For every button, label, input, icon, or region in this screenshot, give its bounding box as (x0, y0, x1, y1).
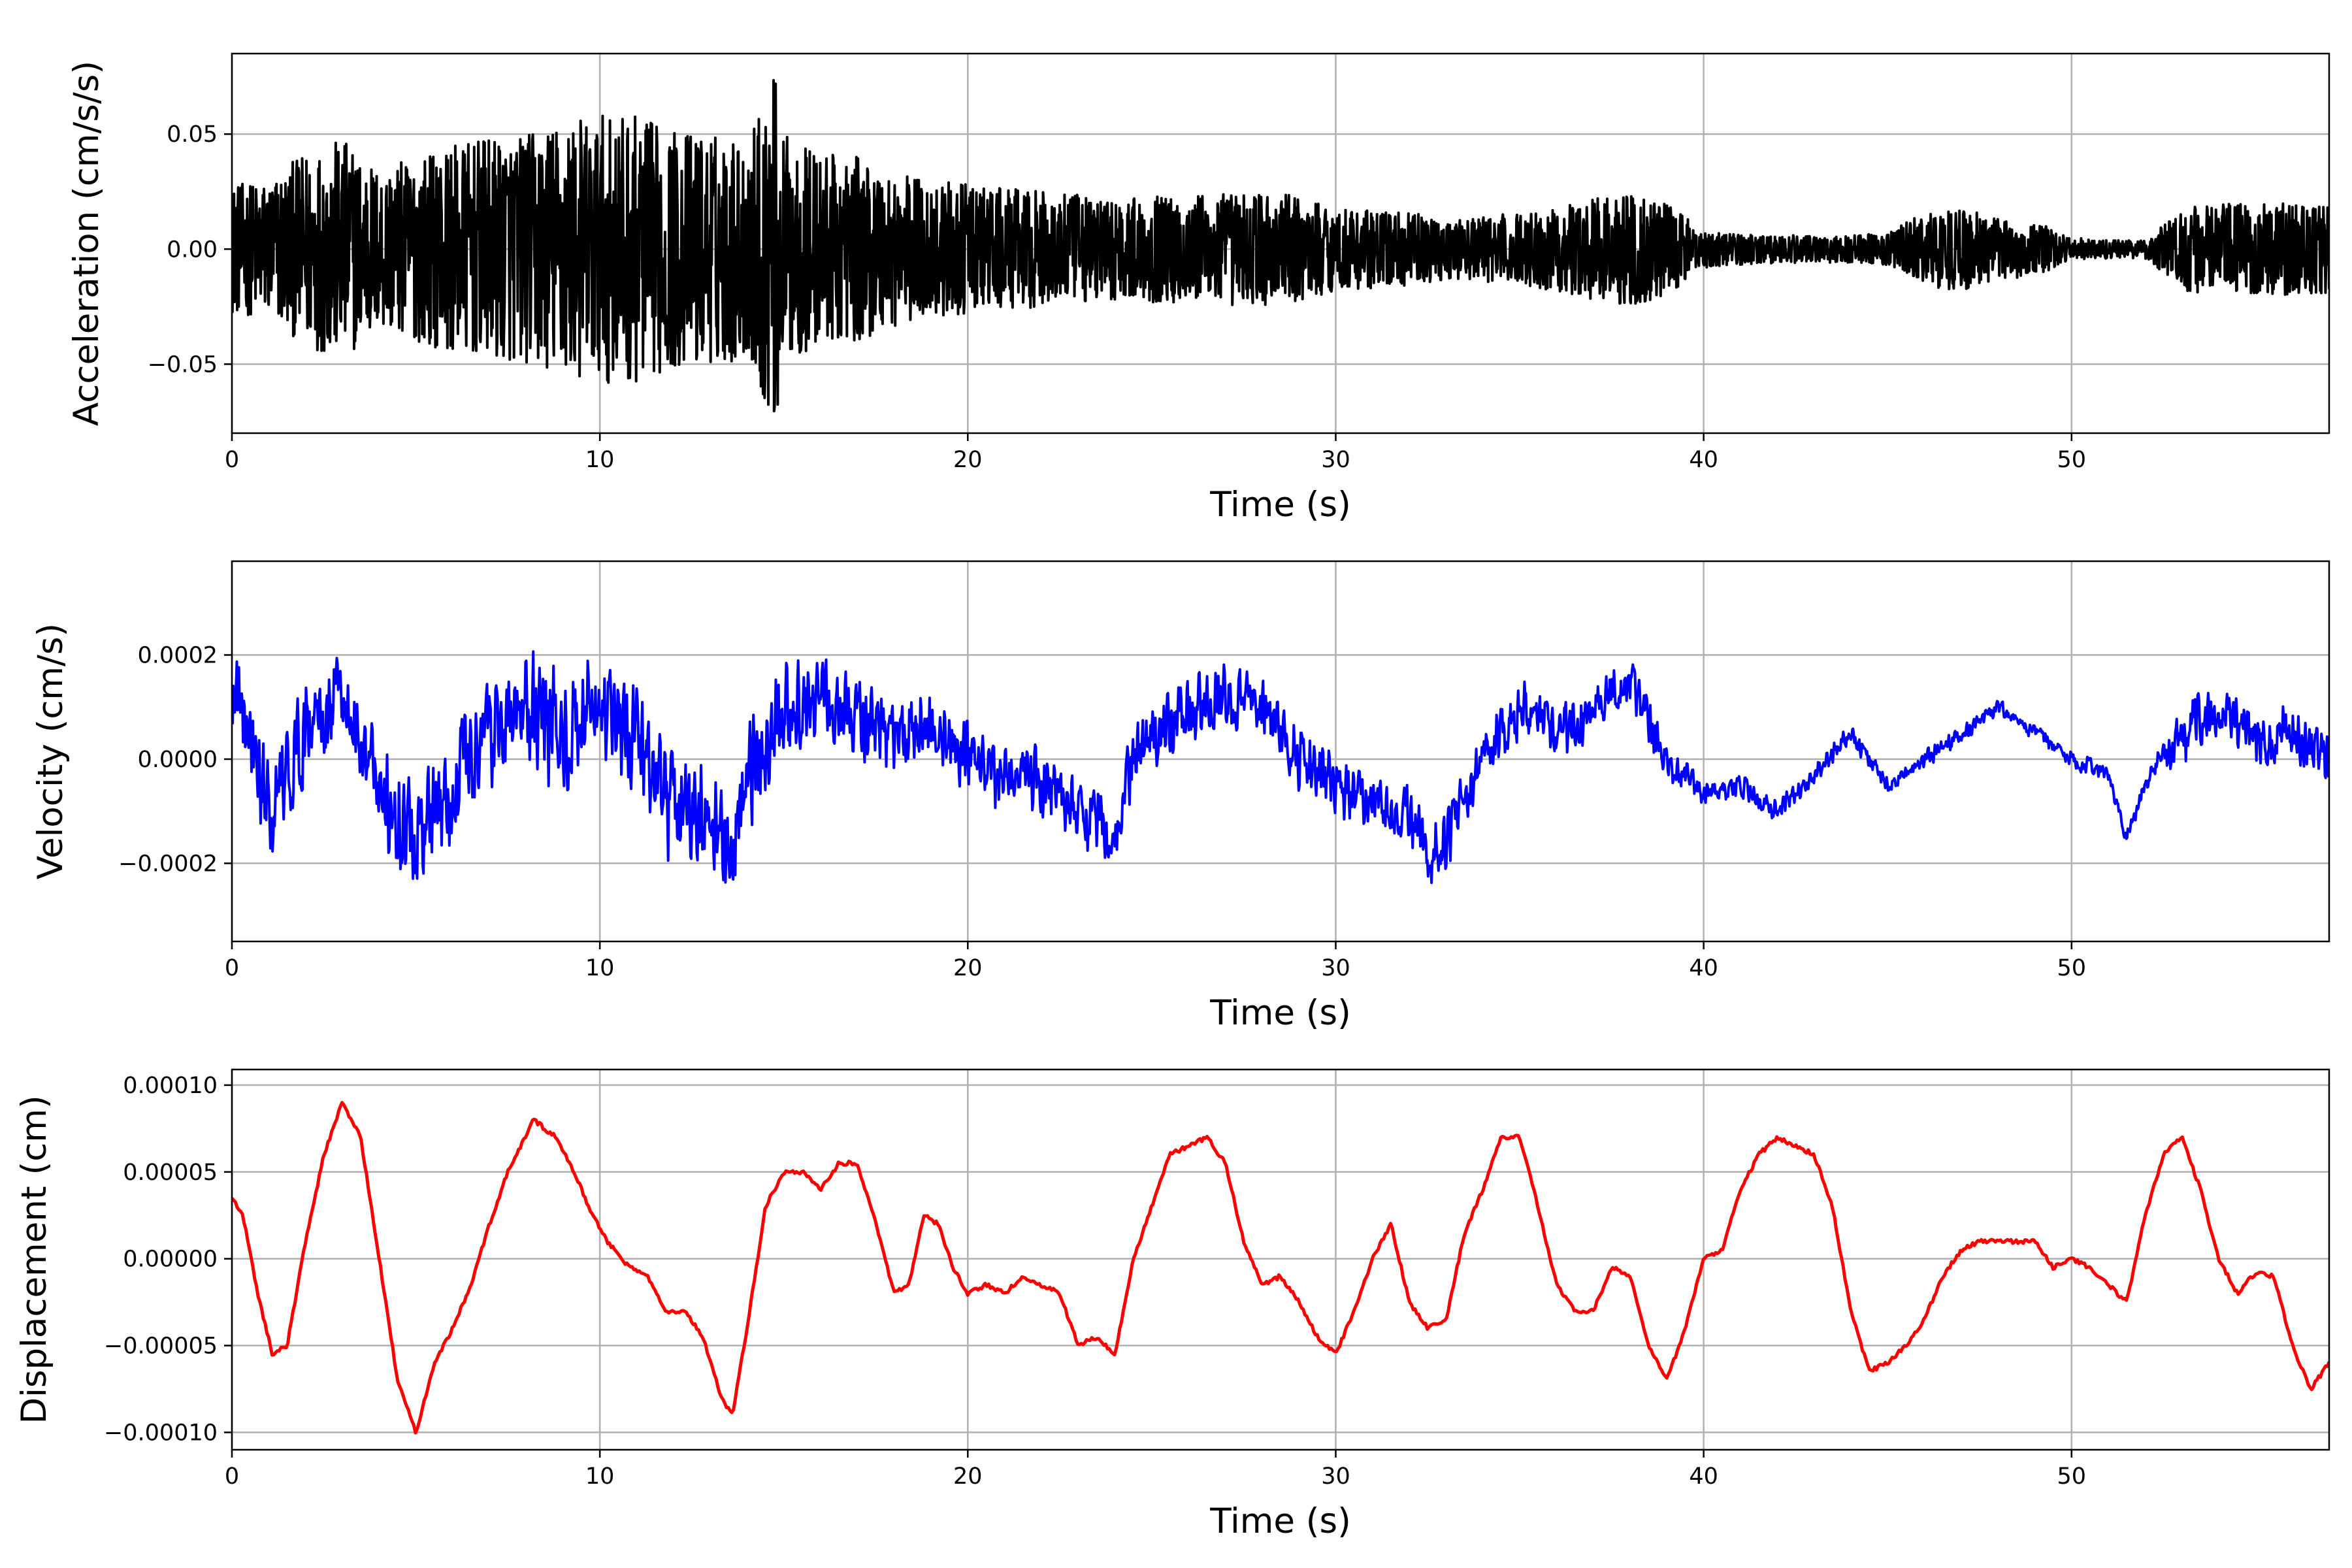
displacement-y-axis-label: Displacement (cm) (14, 1095, 54, 1424)
acceleration-ytick-label-2: 0.05 (167, 122, 218, 148)
velocity-xtick-label-1: 10 (585, 955, 615, 981)
velocity-xtick-label-2: 20 (953, 955, 983, 981)
velocity-panel: 0 10 20 30 40 50 −0.0002 0.0000 0.0002 Time (s) Ve… (31, 560, 2330, 1033)
displacement-xtick-label-5: 50 (2057, 1463, 2087, 1490)
velocity-xtick-label-3: 30 (1321, 955, 1350, 981)
acceleration-xtick-label-2: 20 (953, 447, 983, 473)
displacement-xtick-label-3: 30 (1321, 1463, 1350, 1490)
velocity-xtick-label-0: 0 (225, 955, 239, 981)
acceleration-x-axis-label: Time (s) (1209, 485, 1351, 525)
displacement-xtick-label-1: 10 (585, 1463, 615, 1490)
acceleration-xtick-label-1: 10 (585, 447, 615, 473)
velocity-xtick-label-5: 50 (2057, 955, 2087, 981)
acceleration-axes-frame (231, 52, 2330, 434)
acceleration-ytick-label-1: 0.00 (167, 237, 218, 263)
acceleration-y-axis-label: Acceleration (cm/s/s) (67, 61, 106, 426)
velocity-ytick-label-1: 0.0000 (138, 747, 218, 773)
acceleration-xtick-label-5: 50 (2057, 447, 2087, 473)
displacement-xtick-label-2: 20 (953, 1463, 983, 1490)
displacement-xtick-label-4: 40 (1689, 1463, 1718, 1490)
velocity-series-line (232, 650, 2329, 885)
displacement-ytick-label-4: 0.00010 (123, 1073, 218, 1099)
displacement-axes-frame (231, 1068, 2330, 1451)
acceleration-xtick-label-4: 40 (1689, 447, 1718, 473)
acceleration-ytick-label-0: −0.05 (148, 351, 218, 378)
velocity-xtick-label-4: 40 (1689, 955, 1718, 981)
displacement-xtick-label-0: 0 (225, 1463, 239, 1490)
displacement-panel: 0 10 20 30 40 50 −0.00010 −0.00005 0.00000 0.0000… (14, 1068, 2330, 1541)
velocity-x-axis-label: Time (s) (1209, 993, 1351, 1033)
displacement-ytick-label-1: −0.00005 (104, 1333, 218, 1360)
velocity-y-axis-label: Velocity (cm/s) (31, 623, 71, 879)
displacement-series-line (232, 1101, 2329, 1435)
acceleration-xtick-label-3: 30 (1321, 447, 1350, 473)
velocity-ytick-label-0: −0.0002 (118, 851, 218, 877)
velocity-ytick-label-2: 0.0002 (138, 643, 218, 669)
velocity-axes-frame (231, 560, 2330, 943)
displacement-ytick-label-3: 0.00005 (123, 1160, 218, 1186)
displacement-ytick-label-2: 0.00000 (123, 1247, 218, 1273)
acceleration-panel: 0 10 20 30 40 50 −0.05 0.00 0.05 Time (s) Accelera… (67, 52, 2330, 525)
displacement-x-axis-label: Time (s) (1209, 1501, 1351, 1541)
acceleration-xtick-label-0: 0 (225, 447, 239, 473)
acceleration-series-line (232, 78, 2329, 413)
displacement-ytick-label-0: −0.00010 (104, 1420, 218, 1446)
